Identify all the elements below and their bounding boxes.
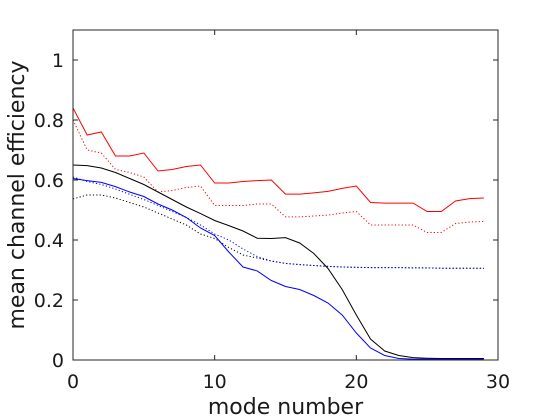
x-tick-label: 20 — [344, 371, 368, 393]
y-tick-label: 0.8 — [34, 110, 64, 132]
x-axis-label: mode number — [208, 395, 364, 420]
y-tick-label: 1 — [52, 50, 64, 72]
y-tick-label: 0 — [52, 350, 64, 372]
plot-lines — [72, 107, 484, 360]
series-line-4 — [72, 194, 484, 269]
y-tick-label: 0.6 — [34, 170, 64, 192]
x-tick-label: 30 — [486, 371, 510, 393]
series-line-3 — [72, 164, 484, 359]
series-line-5 — [72, 178, 484, 360]
y-axis: 0 0.2 0.4 0.6 0.8 1 — [34, 50, 498, 372]
y-tick-label: 0.4 — [34, 230, 64, 252]
series-line-1 — [72, 107, 484, 212]
x-tick-label: 0 — [67, 371, 79, 393]
series-line-6 — [72, 176, 484, 269]
series-line-2 — [72, 119, 484, 233]
plot-frame — [72, 29, 499, 361]
x-tick-label: 10 — [203, 371, 227, 393]
y-axis-label: mean channel efficiency — [5, 60, 30, 329]
x-axis: 0 10 20 30 — [67, 30, 510, 393]
y-tick-label: 0.2 — [34, 290, 64, 312]
